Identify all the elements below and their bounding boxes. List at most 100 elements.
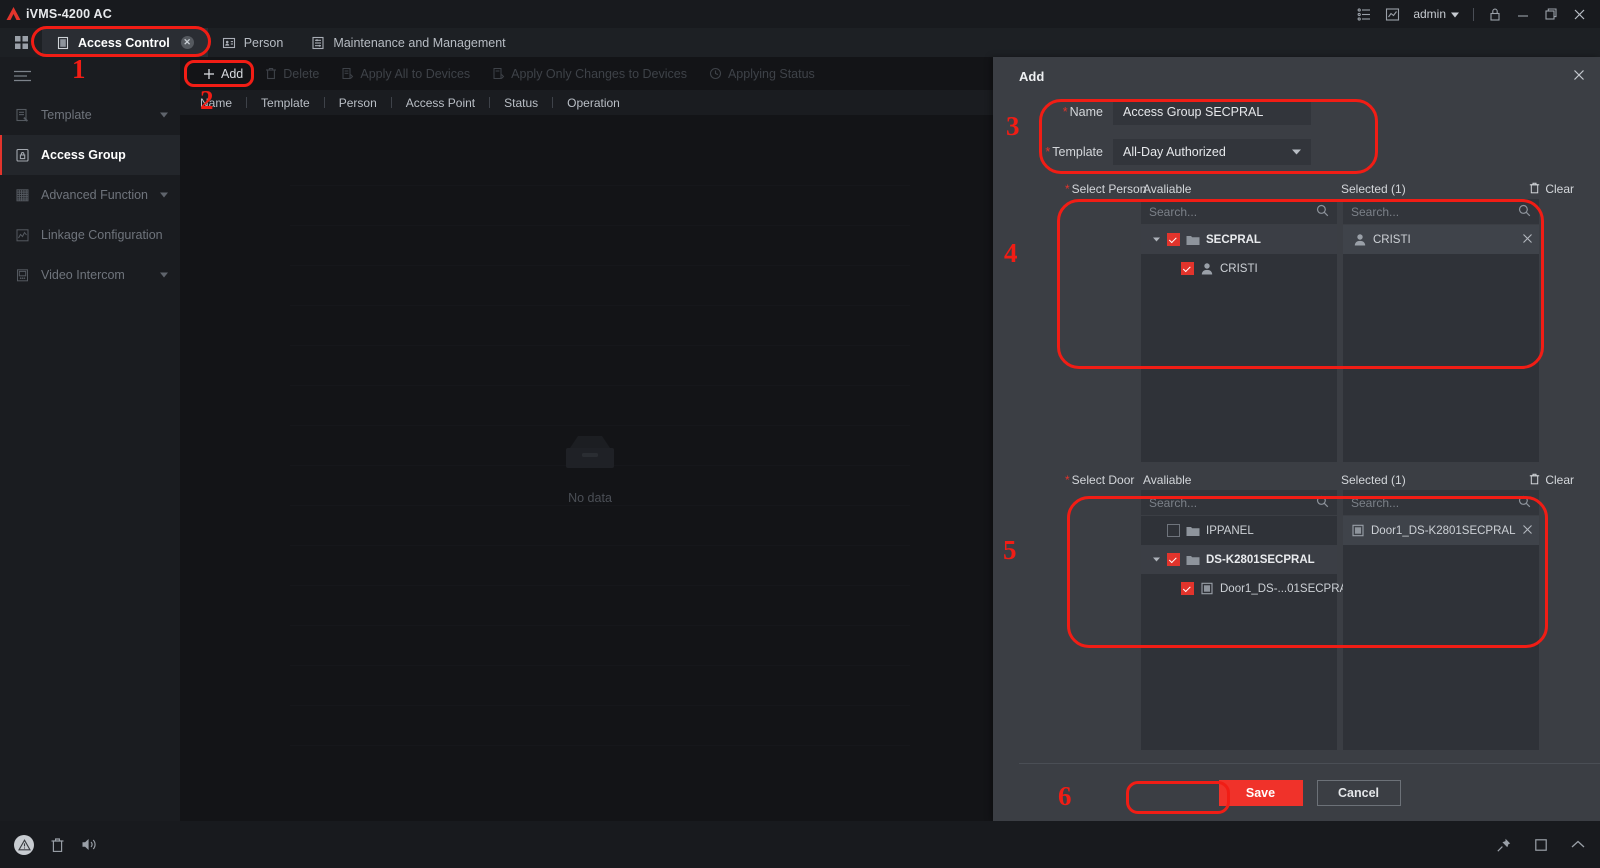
column-header-name[interactable]: Name [200,96,261,110]
square-icon[interactable] [1534,838,1548,852]
column-header-access-point[interactable]: Access Point [406,96,504,110]
tab-access-control[interactable]: Access Control ✕ [42,28,208,57]
checkbox[interactable] [1181,262,1194,275]
close-icon[interactable]: ✕ [180,36,194,49]
applying-status-button[interactable]: Applying Status [698,63,826,85]
chevron-down-icon[interactable] [1151,237,1161,242]
name-form-row: * Name Access Group SECPRAL [993,95,1600,129]
tree-item-ds-k2801secpral[interactable]: DS-K2801SECPRAL [1141,545,1337,574]
save-button[interactable]: Save [1218,779,1303,806]
user-menu[interactable]: admin [1407,7,1465,21]
chevron-up-icon[interactable] [1570,838,1586,852]
template-select[interactable]: All-Day Authorized [1113,139,1311,165]
restore-icon[interactable] [1538,0,1564,28]
delete-button[interactable]: Delete [254,63,330,85]
tab-person[interactable]: Person [208,28,298,57]
person-clear-button[interactable]: Clear [1529,182,1600,197]
person-icon [1200,262,1214,275]
door-selected-search[interactable]: Search... [1343,490,1539,516]
tree-item-ippanel[interactable]: IPPANEL [1141,516,1337,545]
checkbox[interactable] [1181,582,1194,595]
column-header-status[interactable]: Status [504,96,567,110]
sidebar-item-label: Access Group [41,148,126,162]
door-clear-button[interactable]: Clear [1529,473,1600,488]
apply-all-to-devices-button[interactable]: Apply All to Devices [330,63,481,85]
add-button[interactable]: Add [192,63,254,85]
tree-item-secpral[interactable]: SECPRAL [1141,225,1337,254]
maintenance-icon [311,36,325,50]
door-selected-label: Selected (1) [1341,473,1406,487]
door-available-search[interactable]: Search... [1141,490,1337,516]
person-selected-search[interactable]: Search... [1343,199,1539,225]
checkbox[interactable] [1167,553,1180,566]
name-input[interactable]: Access Group SECPRAL [1113,99,1311,125]
title-bar: iVMS-4200 AC admin [0,0,1600,28]
warning-icon[interactable] [14,834,34,855]
trash-icon[interactable] [50,837,65,853]
column-header-template[interactable]: Template [261,96,339,110]
select-person-label: * Select Person [1065,182,1147,196]
hamburger-icon[interactable] [0,57,180,95]
apply-only-changes-to-devices-button[interactable]: Apply Only Changes to Devices [481,63,698,85]
divider [1473,7,1474,21]
folder-icon [1186,234,1200,246]
speaker-icon[interactable] [81,837,98,852]
person-card-icon [222,36,236,50]
chevron-down-icon [160,190,168,200]
chevron-down-icon[interactable] [1151,557,1161,562]
sidebar-item-linkage-configuration[interactable]: Linkage Configuration [0,215,180,255]
required-asterisk: * [1062,105,1068,119]
door-selected-search-placeholder: Search... [1351,495,1400,510]
select-door-label: * Select Door [1065,473,1135,487]
close-icon[interactable] [1572,68,1586,85]
minimize-icon[interactable] [1510,0,1536,28]
sidebar-item-template[interactable]: Template [0,95,180,135]
sidebar-item-access-group[interactable]: Access Group [0,135,180,175]
list-item[interactable]: Door1_DS-K2801SECPRAL [1343,516,1539,545]
trash-icon [1529,182,1540,197]
required-asterisk: * [1045,145,1051,159]
tree-item-cristi[interactable]: CRISTI [1141,254,1337,283]
template-select-value: All-Day Authorized [1123,145,1226,159]
tree-item-door1[interactable]: Door1_DS-...01SECPRAL [1141,574,1354,603]
divider [390,97,392,108]
person-selected-list: CRISTI [1343,225,1539,254]
lock-icon[interactable] [1482,0,1508,28]
cancel-button[interactable]: Cancel [1316,779,1401,806]
pin-icon[interactable] [1496,837,1512,853]
chevron-down-icon [160,270,168,280]
divider [246,97,248,108]
sidebar-item-video-intercom[interactable]: Video Intercom [0,255,180,295]
checkbox[interactable] [1167,233,1180,246]
dialog-title: Add [1019,68,1045,84]
close-icon[interactable] [1566,0,1592,28]
caret-down-icon [1292,148,1301,157]
status-bar-left [14,834,98,855]
list-icon[interactable] [1351,0,1377,28]
chevron-down-icon [160,110,168,120]
folder-icon [1186,554,1200,566]
close-icon[interactable] [1522,233,1533,247]
chart-icon[interactable] [1379,0,1405,28]
tab-maintenance-and-management[interactable]: Maintenance and Management [297,28,519,57]
search-icon[interactable] [1518,495,1531,511]
door-available-panel: Search... [1141,490,1354,750]
column-header-person[interactable]: Person [339,96,406,110]
door-available-search-placeholder: Search... [1149,495,1198,510]
door-icon [1200,582,1214,595]
name-input-value: Access Group SECPRAL [1123,105,1264,119]
checkbox[interactable] [1167,524,1180,537]
close-icon[interactable] [1522,524,1533,538]
search-icon[interactable] [1316,495,1329,511]
list-item[interactable]: CRISTI [1343,225,1539,254]
chevron-down-icon [1451,7,1459,21]
grid-apps-icon[interactable] [0,35,42,50]
search-icon[interactable] [1316,204,1329,220]
person-available-search[interactable]: Search... [1141,199,1337,225]
sidebar-item-advanced-function[interactable]: Advanced Function [0,175,180,215]
dialog-footer: Save Cancel [1019,763,1600,821]
required-asterisk: * [1065,473,1070,487]
advanced-function-icon [14,187,31,204]
search-icon[interactable] [1518,204,1531,220]
column-header-operation[interactable]: Operation [567,95,620,110]
